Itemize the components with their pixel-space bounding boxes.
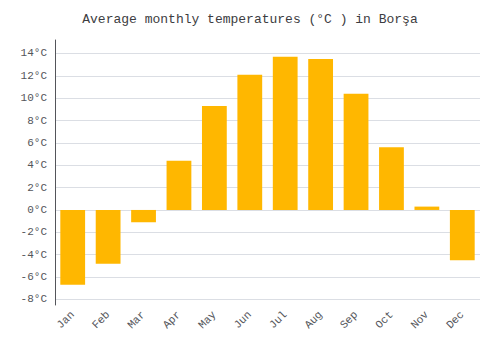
svg-text:Sep: Sep: [338, 309, 360, 331]
svg-text:6°C: 6°C: [27, 137, 47, 149]
svg-text:2°C: 2°C: [27, 182, 47, 194]
svg-text:Average monthly temperatures (: Average monthly temperatures (°C ) in Bo…: [82, 12, 418, 27]
svg-text:-4°C: -4°C: [21, 249, 48, 261]
svg-text:Mar: Mar: [125, 309, 147, 331]
svg-text:Nov: Nov: [409, 308, 432, 331]
svg-text:-6°C: -6°C: [21, 271, 48, 283]
svg-text:10°C: 10°C: [21, 92, 48, 104]
svg-text:Jul: Jul: [267, 309, 289, 331]
svg-text:Feb: Feb: [90, 309, 112, 331]
svg-text:Jun: Jun: [232, 309, 254, 331]
svg-text:Apr: Apr: [161, 309, 183, 331]
svg-text:May: May: [196, 308, 219, 331]
svg-text:Jan: Jan: [54, 309, 76, 331]
svg-text:12°C: 12°C: [21, 70, 48, 82]
svg-text:0°C: 0°C: [27, 204, 47, 216]
svg-text:8°C: 8°C: [27, 115, 47, 127]
svg-text:Aug: Aug: [302, 309, 324, 331]
svg-text:-2°C: -2°C: [21, 226, 48, 238]
svg-text:Oct: Oct: [373, 309, 395, 331]
svg-text:4°C: 4°C: [27, 159, 47, 171]
svg-text:-8°C: -8°C: [21, 293, 48, 305]
svg-text:14°C: 14°C: [21, 47, 48, 59]
svg-text:Dec: Dec: [444, 309, 466, 331]
